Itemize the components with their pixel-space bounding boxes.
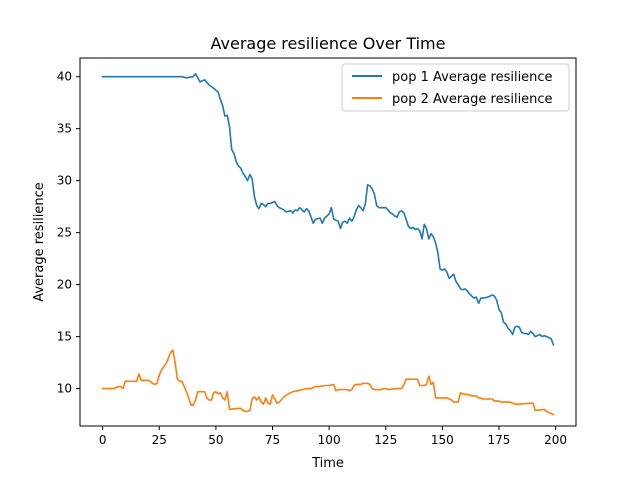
y-tick-label: 10: [57, 382, 72, 396]
series-line-pop1: [101, 72, 555, 346]
x-tick-label: 50: [208, 433, 223, 447]
x-tick-label: 0: [99, 433, 107, 447]
y-axis-label: Average resilience: [32, 182, 47, 302]
y-tick-label: 40: [57, 70, 72, 84]
plot-area: 0 25 50 75 100 125 150 175 200 10 15 20 25 30 35 40: [57, 57, 577, 447]
x-tick-label: 200: [544, 433, 567, 447]
x-tick-label: 150: [431, 433, 454, 447]
x-tick-label: 25: [152, 433, 167, 447]
x-tick-label: 100: [318, 433, 341, 447]
x-axis-label: Time: [311, 456, 344, 471]
chart-title: Average resilience Over Time: [211, 34, 446, 53]
y-tick-label: 35: [57, 122, 72, 136]
y-tick-label: 30: [57, 174, 72, 188]
x-tick-label: 175: [488, 433, 511, 447]
x-tick-label: 125: [374, 433, 397, 447]
axes-frame: [79, 57, 577, 427]
legend-label-pop2: pop 2 Average resilience: [392, 92, 553, 107]
x-tick-label: 75: [265, 433, 280, 447]
y-tick-label: 20: [57, 278, 72, 292]
legend: pop 1 Average resilience pop 2 Average r…: [341, 63, 570, 112]
series-line-pop2: [101, 349, 555, 416]
y-tick-label: 15: [57, 330, 72, 344]
legend-label-pop1: pop 1 Average resilience: [392, 70, 553, 85]
y-tick-label: 25: [57, 226, 72, 240]
legend-frame: [341, 63, 570, 112]
